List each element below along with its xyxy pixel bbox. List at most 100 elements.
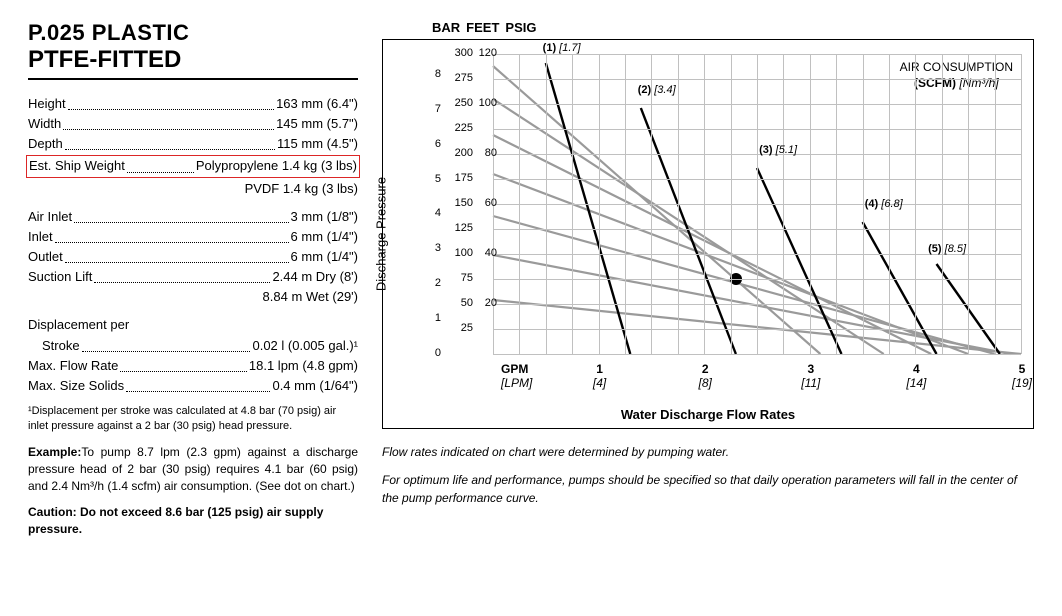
spec-dots <box>74 207 288 223</box>
unit-feet: FEET <box>466 20 499 35</box>
gridline-v <box>704 54 705 354</box>
chart-column: BAR FEET PSIG Discharge Pressure AIR CON… <box>382 20 1034 537</box>
y-tick-feet-col: 275 <box>445 72 473 84</box>
ship-weight-highlight: Est. Ship Weight Polypropylene 1.4 kg (3… <box>26 155 360 177</box>
gridline-v <box>519 54 520 354</box>
spec-dots <box>127 156 194 172</box>
spec-value: Polypropylene 1.4 kg (3 lbs) <box>196 156 357 176</box>
y-tick-bar: 1 <box>419 312 441 324</box>
chart-y-units: BAR FEET PSIG <box>432 20 1034 35</box>
curve-line <box>493 66 820 354</box>
unit-bar: BAR <box>432 20 460 35</box>
example-text: Example:To pump 8.7 lpm (2.3 gpm) agains… <box>28 444 358 496</box>
x-tick: 5[19] <box>992 362 1052 390</box>
y-tick-feet-col: 175 <box>445 172 473 184</box>
spec-label: Suction Lift <box>28 267 92 287</box>
gridline-v <box>995 54 996 354</box>
caution-text: Caution: Do not exceed 8.6 bar (125 psig… <box>28 504 358 538</box>
title-line1: P.025 PLASTIC <box>28 20 358 46</box>
gridline-v <box>757 54 758 354</box>
spec-row: Suction Lift2.44 m Dry (8') <box>28 267 358 287</box>
gridline-v <box>1021 54 1022 354</box>
x-tick: 4[14] <box>886 362 946 390</box>
spec-value: 145 mm (5.7") <box>276 114 358 134</box>
spec-value: 3 mm (1/8") <box>291 207 358 227</box>
chart-caption: Flow rates indicated on chart were deter… <box>382 443 1034 507</box>
plot-area: AIR CONSUMPTION (SCFM) [Nm³/h] (1) [1.7]… <box>493 54 1021 354</box>
gridline-v <box>836 54 837 354</box>
x-tick: 2[8] <box>675 362 735 390</box>
gridline-v <box>572 54 573 354</box>
y-tick-bar: 0 <box>419 347 441 359</box>
spec-label: Outlet <box>28 247 63 267</box>
spec-value: 18.1 lpm (4.8 gpm) <box>249 356 358 376</box>
gridline-v <box>546 54 547 354</box>
title-line2: PTFE-FITTED <box>28 46 358 80</box>
curve-label: (4) [6.8] <box>865 198 903 210</box>
x-unit-lpm: [LPM] <box>501 376 532 390</box>
page: P.025 PLASTIC PTFE-FITTED Height163 mm (… <box>28 20 1034 537</box>
specs-block: Stroke0.02 l (0.005 gal.)¹Max. Flow Rate… <box>28 336 358 396</box>
gridline-v <box>968 54 969 354</box>
spec-dots <box>94 267 270 283</box>
spec-row: Air Inlet 3 mm (1/8") <box>28 207 358 227</box>
curve-line <box>493 216 995 354</box>
spec-value: 115 mm (4.5") <box>277 134 358 154</box>
example-label: Example: <box>28 445 81 459</box>
y-tick-bar: 7 <box>419 103 441 115</box>
spec-label: Est. Ship Weight <box>29 156 125 176</box>
gridline-v <box>783 54 784 354</box>
y-tick-bar: 3 <box>419 242 441 254</box>
y-tick-psig-col: 40 <box>469 247 497 259</box>
spec-dots <box>82 336 251 352</box>
curve-label: (1) [1.7] <box>543 42 581 54</box>
spec-label: Air Inlet <box>28 207 72 227</box>
curve-label: (2) [3.4] <box>638 84 676 96</box>
spec-dots <box>63 114 274 130</box>
spec-dots <box>68 94 275 110</box>
spec-row: Depth 115 mm (4.5") <box>28 134 358 154</box>
spec-column: P.025 PLASTIC PTFE-FITTED Height163 mm (… <box>28 20 358 537</box>
displacement-header: Displacement per <box>28 315 358 335</box>
y-tick-feet-col: 75 <box>445 272 473 284</box>
spec-label: Max. Size Solids <box>28 376 124 396</box>
y-tick-bar: 5 <box>419 173 441 185</box>
spec-label: Width <box>28 114 61 134</box>
spec-value: 0.4 mm (1/64") <box>272 376 358 396</box>
y-tick-bar: 2 <box>419 277 441 289</box>
curve-label: (5) [8.5] <box>928 243 966 255</box>
y-tick-bar: 6 <box>419 138 441 150</box>
specs-block: Air Inlet3 mm (1/8")Inlet6 mm (1/4")Outl… <box>28 207 358 288</box>
spec-row: Stroke0.02 l (0.005 gal.)¹ <box>28 336 358 356</box>
gridline-v <box>915 54 916 354</box>
y-tick-psig-col: 120 <box>469 47 497 59</box>
y-axis-label: Discharge Pressure <box>374 177 389 291</box>
gridline-h <box>493 354 1021 355</box>
spec-label: Depth <box>28 134 63 154</box>
y-tick-psig-col: 20 <box>469 297 497 309</box>
spec-row: Max. Size Solids 0.4 mm (1/64") <box>28 376 358 396</box>
gridline-v <box>625 54 626 354</box>
y-tick-feet-col: 25 <box>445 322 473 334</box>
spec-label: Inlet <box>28 227 53 247</box>
spec-row: Width 145 mm (5.7") <box>28 114 358 134</box>
unit-psig: PSIG <box>505 20 536 35</box>
y-tick-bar: 8 <box>419 68 441 80</box>
y-tick-feet-col: 125 <box>445 222 473 234</box>
curve-line <box>493 135 931 354</box>
gridline-v <box>731 54 732 354</box>
spec-value: 0.02 l (0.005 gal.)¹ <box>252 336 358 356</box>
spec-row: Outlet 6 mm (1/4") <box>28 247 358 267</box>
spec-dots <box>126 376 270 392</box>
caption-line2: For optimum life and performance, pumps … <box>382 471 1034 507</box>
spec-row-shipweight: Est. Ship Weight Polypropylene 1.4 kg (3… <box>29 156 357 176</box>
gridline-v <box>810 54 811 354</box>
spec-dots <box>65 134 275 150</box>
spec-value: 6 mm (1/4") <box>291 247 358 267</box>
spec-row-shipweight2: PVDF 1.4 kg (3 lbs) <box>28 179 358 199</box>
spec-value: 8.84 m Wet (29') <box>263 287 358 307</box>
gridline-v <box>863 54 864 354</box>
air-line1: AIR CONSUMPTION <box>900 60 1013 76</box>
gridline-v <box>599 54 600 354</box>
y-tick-psig-col: 60 <box>469 197 497 209</box>
